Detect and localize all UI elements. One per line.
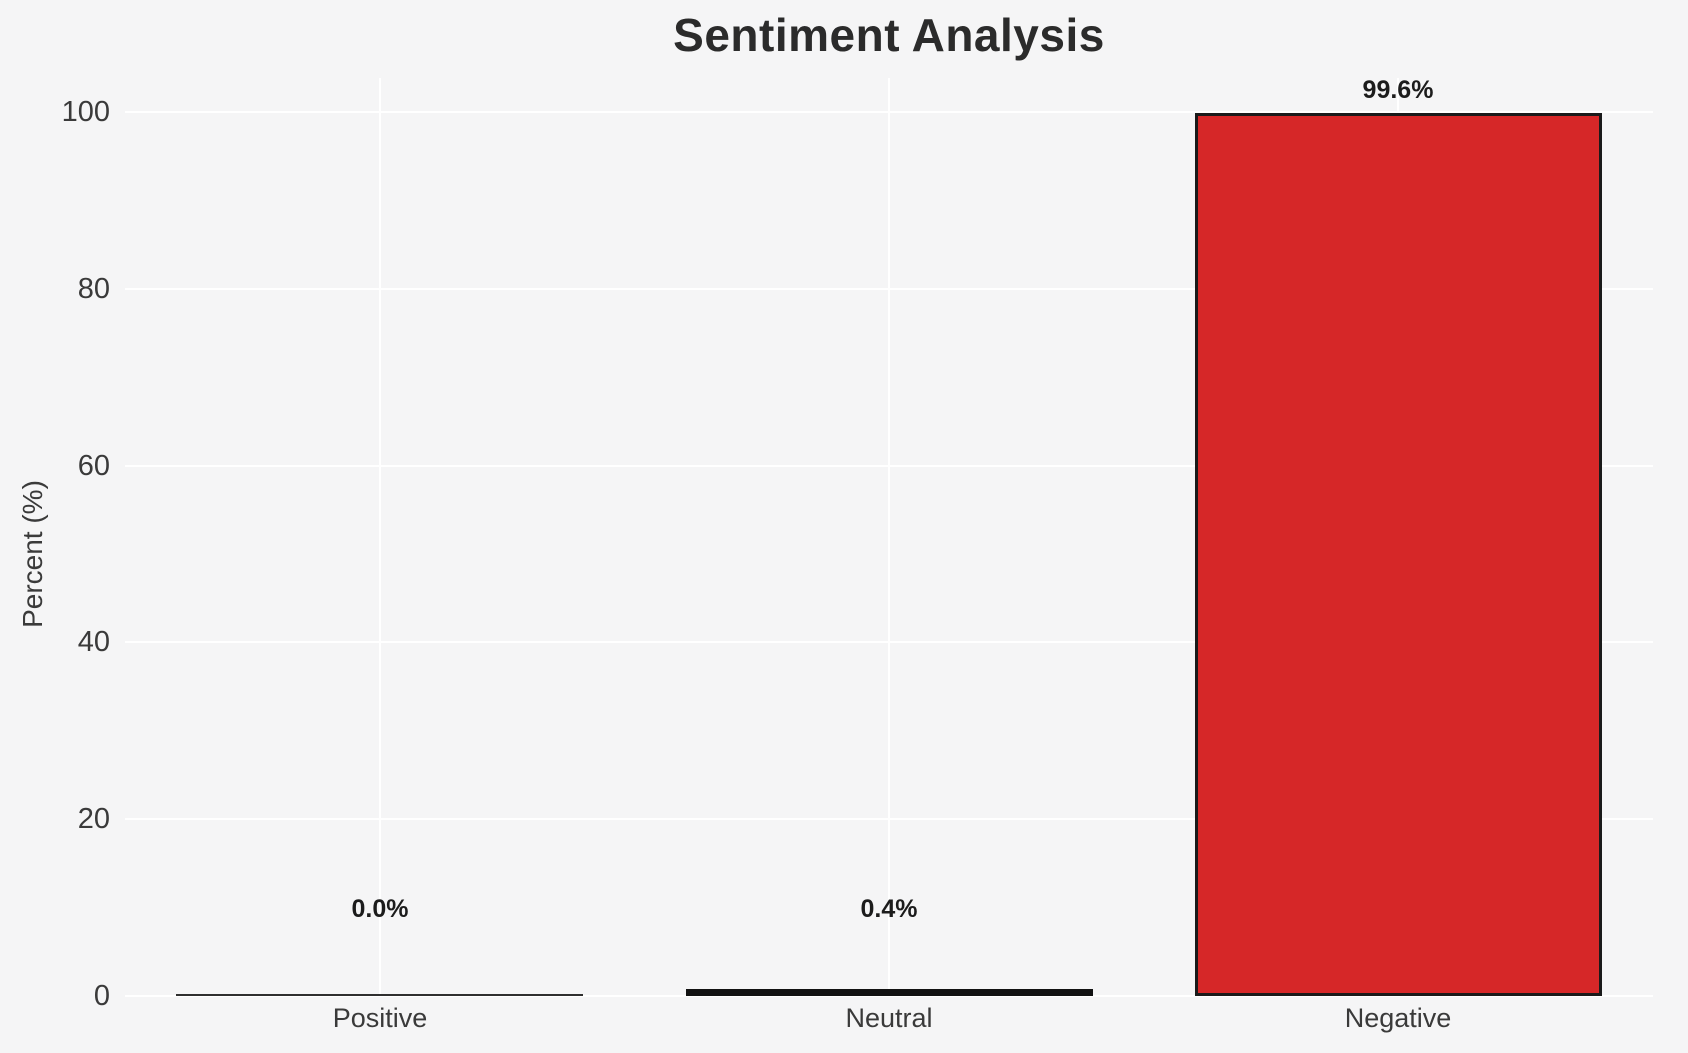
gridline-x-neutral: [888, 78, 890, 996]
y-axis-tick-60: 60: [77, 449, 110, 482]
value-label-positive: 0.0%: [351, 895, 409, 923]
value-label-negative: 99.6%: [1362, 76, 1434, 104]
x-axis-tick-positive: Positive: [332, 1003, 428, 1033]
x-axis-tick-negative: Negative: [1344, 1003, 1452, 1033]
x-axis-tick-neutral: Neutral: [845, 1003, 933, 1033]
y-axis-tick-80: 80: [77, 272, 110, 305]
y-axis-tick-20: 20: [77, 803, 110, 836]
y-axis-tick-40: 40: [77, 626, 110, 659]
chart-title: Sentiment Analysis: [673, 9, 1105, 61]
y-axis-label: Percent (%): [17, 480, 48, 628]
gridline-x-positive: [378, 78, 381, 996]
bar-negative: [1195, 113, 1602, 996]
gridline-y-0: [125, 995, 1653, 997]
bar-neutral: [686, 989, 1093, 996]
y-axis-tick-0: 0: [93, 980, 110, 1012]
y-axis-tick-100: 100: [61, 96, 110, 128]
value-label-neutral: 0.4%: [860, 895, 918, 923]
bar-positive: [176, 994, 583, 996]
plot-area: [125, 78, 1653, 997]
